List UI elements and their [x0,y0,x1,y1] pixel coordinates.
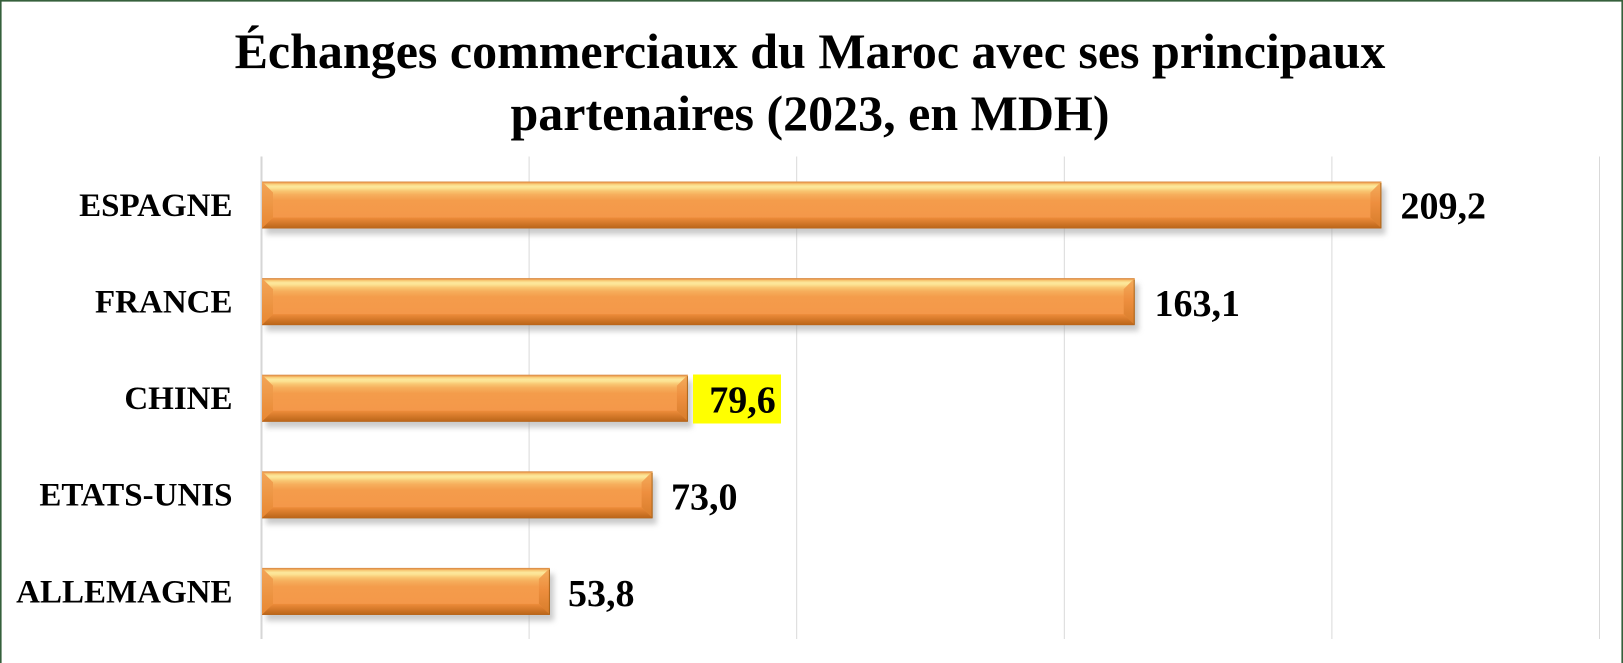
svg-text:79,6: 79,6 [709,380,776,422]
svg-text:ALLEMAGNE: ALLEMAGNE [16,574,232,610]
svg-text:209,2: 209,2 [1401,186,1487,228]
svg-text:FRANCE: FRANCE [95,285,233,321]
svg-text:Échanges commerciaux du Maroc: Échanges commerciaux du Maroc avec ses p… [235,23,1386,79]
svg-text:ESPAGNE: ESPAGNE [79,188,232,224]
svg-text:CHINE: CHINE [124,381,232,417]
svg-text:163,1: 163,1 [1155,283,1241,325]
svg-text:partenaires (2023, en MDH): partenaires (2023, en MDH) [511,85,1110,141]
svg-text:53,8: 53,8 [568,573,635,615]
svg-text:73,0: 73,0 [671,476,738,518]
svg-text:ETATS-UNIS: ETATS-UNIS [39,478,232,514]
